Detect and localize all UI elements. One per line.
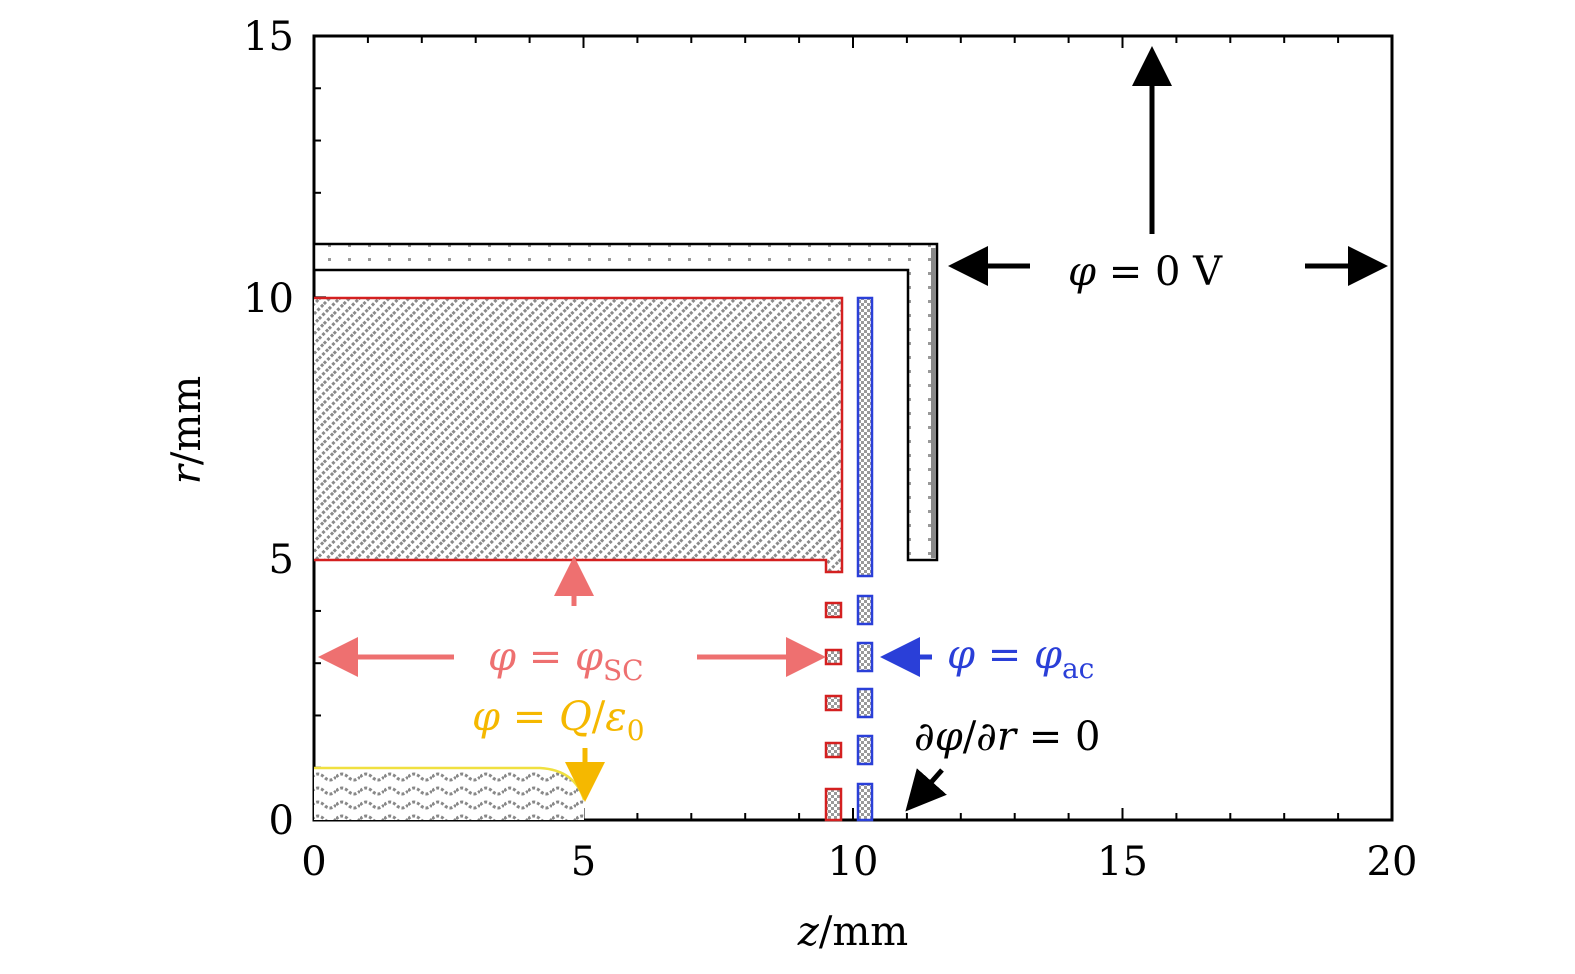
accel-grid-segments (856, 296, 874, 822)
x-tick-marks (313, 36, 1393, 820)
accel-grid-segment (856, 782, 874, 822)
ground-potential-label: φ = 0 V (1068, 249, 1223, 295)
accel-grid-segment (856, 734, 874, 766)
ground-electrode (312, 242, 939, 562)
screen-grid-segments (824, 601, 843, 822)
screen-grid-outline (314, 296, 844, 574)
plasma-region (314, 768, 584, 820)
screen-grid-segment (824, 648, 843, 666)
screen-grid-segment (824, 601, 843, 619)
x-tick-label-0: 0 (301, 839, 326, 885)
y-tick-label-15: 15 (243, 14, 294, 60)
screen-potential-label: φ = φSC (488, 634, 644, 687)
y-tick-label-10: 10 (243, 276, 294, 322)
ground-electrode-edge (931, 248, 936, 558)
neumann-condition-label: ∂φ/∂r = 0 (914, 714, 1100, 760)
x-tick-label-5: 5 (571, 839, 596, 885)
accel-potential-label: φ = φac (947, 632, 1094, 685)
screen-grid-segment (824, 694, 843, 712)
y-axis-label: r/mm (164, 376, 210, 484)
screen-grid-block (314, 298, 842, 572)
accel-grid-segment (856, 594, 874, 626)
accel-grid-segment (856, 641, 874, 673)
x-tick-label-20: 20 (1367, 839, 1418, 885)
screen-grid-segment (824, 741, 843, 759)
x-axis-label: z/mm (797, 909, 908, 955)
y-tick-label-0: 0 (269, 798, 294, 844)
x-tick-label-10: 10 (828, 839, 879, 885)
screen-grid-segment (824, 787, 843, 822)
accel-grid-segment (856, 687, 874, 719)
y-tick-label-5: 5 (269, 537, 294, 583)
x-tick-label-15: 15 (1097, 839, 1148, 885)
charge-potential-label: φ = Q/ε0 (472, 694, 645, 747)
neumann-arrow (905, 768, 947, 812)
accel-grid-segment (856, 296, 874, 578)
